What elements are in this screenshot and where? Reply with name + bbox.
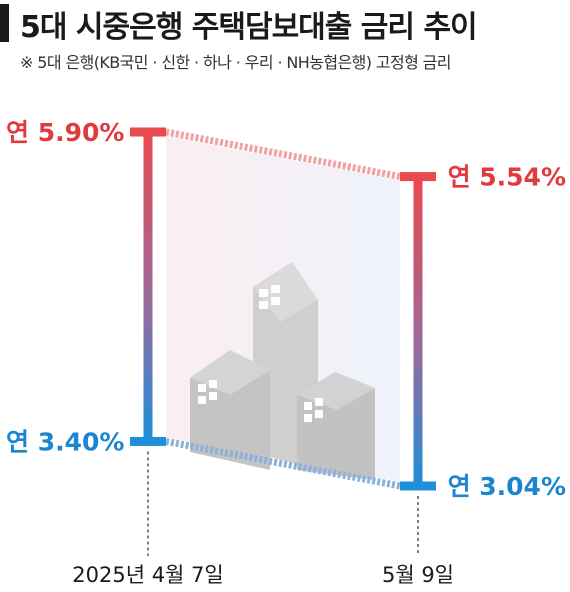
range-bar-body xyxy=(413,176,423,486)
high-value-label: 연 5.54% xyxy=(448,163,566,192)
category-label: 5월 9일 xyxy=(382,563,454,587)
chart-subtitle: ※ 5대 은행(KB국민 · 신한 · 하나 · 우리 · NH농협은행) 고정… xyxy=(20,53,452,72)
high-cap xyxy=(130,127,166,137)
buildings-illustration xyxy=(190,262,375,480)
range-bar-0 xyxy=(130,127,166,446)
range-bar-1 xyxy=(400,172,436,491)
title-accent-bar xyxy=(0,4,9,42)
category-label: 2025년 4월 7일 xyxy=(72,563,223,587)
range-bar-body xyxy=(143,132,153,442)
high-cap xyxy=(400,172,436,182)
low-value-label: 연 3.04% xyxy=(448,472,566,501)
low-value-label: 연 3.40% xyxy=(6,427,124,456)
low-cap xyxy=(400,481,436,491)
chart-title: 5대 시중은행 주택담보대출 금리 추이 xyxy=(20,10,478,45)
low-cap xyxy=(130,436,166,446)
high-value-label: 연 5.90% xyxy=(6,118,124,147)
